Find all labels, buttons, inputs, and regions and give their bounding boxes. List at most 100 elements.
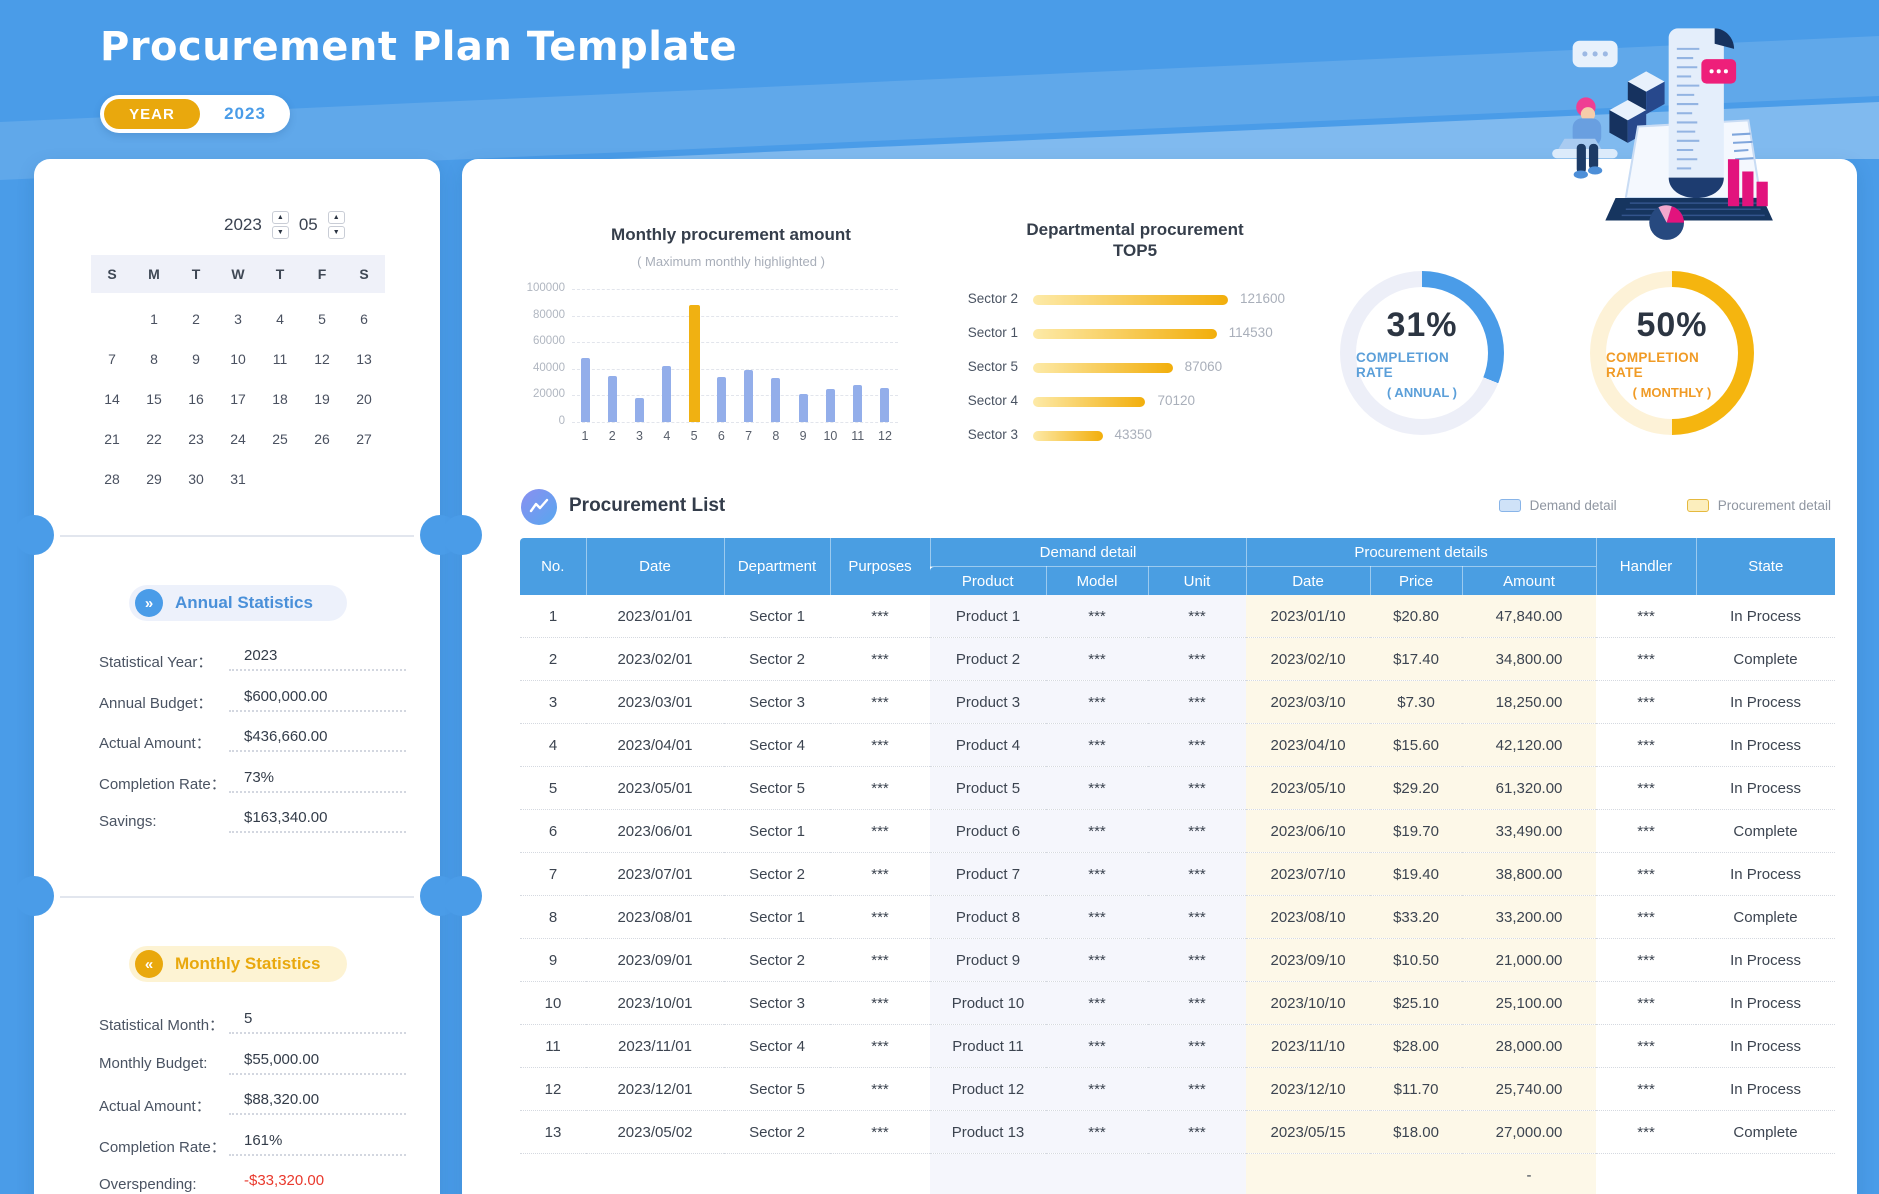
table-cell[interactable]: Product 8 — [930, 895, 1046, 939]
table-cell[interactable]: 2023/08/10 — [1246, 895, 1371, 939]
calendar-day[interactable]: 19 — [314, 391, 330, 407]
table-cell[interactable]: *** — [1046, 637, 1148, 681]
table-cell[interactable]: 6 — [520, 809, 586, 853]
calendar-day[interactable]: 17 — [230, 391, 246, 407]
table-cell[interactable]: Product 9 — [930, 938, 1046, 982]
stat-value[interactable]: $55,000.00 — [229, 1051, 406, 1075]
table-cell[interactable]: Product 7 — [930, 852, 1046, 896]
table-cell[interactable]: Sector 2 — [724, 852, 830, 896]
table-cell[interactable]: Product 5 — [930, 766, 1046, 810]
table-cell[interactable]: *** — [1148, 1067, 1247, 1111]
calendar-day[interactable]: 14 — [104, 391, 120, 407]
table-cell[interactable]: 47,840.00 — [1462, 595, 1597, 638]
table-cell[interactable]: Product 10 — [930, 981, 1046, 1025]
table-cell[interactable]: Sector 3 — [724, 680, 830, 724]
table-cell[interactable]: 5 — [520, 766, 586, 810]
table-cell[interactable]: $7.30 — [1370, 680, 1463, 724]
table-cell[interactable]: *** — [1596, 809, 1697, 853]
table-cell[interactable]: Complete — [1696, 809, 1836, 853]
table-cell[interactable]: In Process — [1696, 723, 1836, 767]
table-cell[interactable]: *** — [1046, 766, 1148, 810]
table-cell[interactable]: *** — [830, 766, 930, 810]
table-cell[interactable]: In Process — [1696, 766, 1836, 810]
table-cell[interactable]: *** — [1596, 1110, 1697, 1154]
table-cell[interactable]: Sector 3 — [724, 981, 830, 1025]
table-cell[interactable]: *** — [1148, 680, 1247, 724]
table-cell[interactable]: 27,000.00 — [1462, 1110, 1597, 1154]
table-cell[interactable]: *** — [1596, 1067, 1697, 1111]
calendar-day[interactable]: 25 — [272, 431, 288, 447]
calendar-day[interactable]: 1 — [150, 311, 158, 327]
table-cell[interactable]: *** — [1148, 938, 1247, 982]
table-cell[interactable]: *** — [1046, 981, 1148, 1025]
month-up-button[interactable]: ▲ — [327, 211, 345, 224]
table-cell[interactable]: 42,120.00 — [1462, 723, 1597, 767]
table-cell[interactable]: 13 — [520, 1110, 586, 1154]
table-cell[interactable]: 3 — [520, 680, 586, 724]
calendar-day[interactable]: 30 — [188, 471, 204, 487]
table-cell[interactable] — [1046, 1153, 1148, 1194]
calendar-day[interactable]: 16 — [188, 391, 204, 407]
table-cell[interactable]: Sector 1 — [724, 809, 830, 853]
calendar-day[interactable]: 2 — [192, 311, 200, 327]
table-cell[interactable] — [930, 1153, 1046, 1194]
table-cell[interactable]: Sector 4 — [724, 1024, 830, 1068]
calendar-day[interactable]: 26 — [314, 431, 330, 447]
table-cell[interactable]: *** — [1046, 852, 1148, 896]
calendar-day[interactable]: 29 — [146, 471, 162, 487]
table-cell[interactable]: 2023/07/01 — [586, 852, 724, 896]
table-cell[interactable]: 2023/10/10 — [1246, 981, 1371, 1025]
table-cell[interactable]: Sector 2 — [724, 938, 830, 982]
table-cell[interactable]: *** — [1596, 1024, 1697, 1068]
table-cell[interactable]: *** — [1046, 595, 1148, 638]
calendar-day[interactable]: 21 — [104, 431, 120, 447]
table-cell[interactable] — [520, 1153, 586, 1194]
table-cell[interactable]: 12 — [520, 1067, 586, 1111]
table-cell[interactable]: *** — [830, 637, 930, 681]
table-cell[interactable]: *** — [1596, 680, 1697, 724]
calendar-day[interactable]: 6 — [360, 311, 368, 327]
table-cell[interactable]: *** — [1596, 595, 1697, 638]
table-cell[interactable] — [724, 1153, 830, 1194]
table-cell[interactable]: 2023/04/01 — [586, 723, 724, 767]
table-cell[interactable]: *** — [1596, 895, 1697, 939]
table-cell[interactable] — [830, 1153, 930, 1194]
table-cell[interactable] — [1696, 1153, 1836, 1194]
table-cell[interactable]: In Process — [1696, 981, 1836, 1025]
table-cell[interactable]: *** — [830, 809, 930, 853]
table-cell[interactable]: *** — [1046, 723, 1148, 767]
calendar-day[interactable]: 22 — [146, 431, 162, 447]
table-cell[interactable]: 2023/09/01 — [586, 938, 724, 982]
table-cell[interactable]: 2023/12/01 — [586, 1067, 724, 1111]
table-cell[interactable]: Sector 1 — [724, 595, 830, 638]
table-cell[interactable]: Product 3 — [930, 680, 1046, 724]
table-cell[interactable]: *** — [1596, 981, 1697, 1025]
table-cell[interactable]: 2 — [520, 637, 586, 681]
table-cell[interactable]: 10 — [520, 981, 586, 1025]
table-cell[interactable]: $15.60 — [1370, 723, 1463, 767]
table-cell[interactable]: 33,490.00 — [1462, 809, 1597, 853]
table-cell[interactable]: 9 — [520, 938, 586, 982]
table-cell[interactable]: 7 — [520, 852, 586, 896]
table-cell[interactable]: Product 13 — [930, 1110, 1046, 1154]
table-cell[interactable]: $17.40 — [1370, 637, 1463, 681]
table-cell[interactable]: *** — [1148, 981, 1247, 1025]
table-cell[interactable]: 33,200.00 — [1462, 895, 1597, 939]
table-cell[interactable]: *** — [830, 723, 930, 767]
table-cell[interactable]: *** — [1596, 938, 1697, 982]
table-cell[interactable] — [1596, 1153, 1697, 1194]
table-cell[interactable]: 8 — [520, 895, 586, 939]
table-cell[interactable]: Product 2 — [930, 637, 1046, 681]
table-cell[interactable]: Product 4 — [930, 723, 1046, 767]
calendar-day[interactable]: 20 — [356, 391, 372, 407]
calendar-day[interactable]: 7 — [108, 351, 116, 367]
monthly-statistics-button[interactable]: « Monthly Statistics — [129, 946, 347, 982]
table-cell[interactable]: 25,740.00 — [1462, 1067, 1597, 1111]
table-cell[interactable]: 2023/10/01 — [586, 981, 724, 1025]
table-cell[interactable]: 2023/03/01 — [586, 680, 724, 724]
table-cell[interactable]: $28.00 — [1370, 1024, 1463, 1068]
table-cell[interactable]: In Process — [1696, 680, 1836, 724]
table-cell[interactable]: 2023/06/10 — [1246, 809, 1371, 853]
table-cell[interactable] — [1246, 1153, 1371, 1194]
table-cell[interactable]: 38,800.00 — [1462, 852, 1597, 896]
